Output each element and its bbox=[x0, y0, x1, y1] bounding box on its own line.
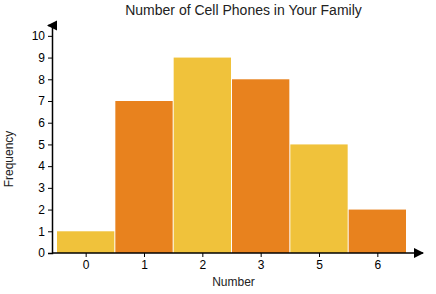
y-tick: 6 bbox=[38, 116, 52, 130]
y-tick: 8 bbox=[38, 73, 52, 87]
x-axis-title: Number bbox=[212, 275, 255, 289]
title: Number of Cell Phones in Your Family bbox=[125, 2, 362, 18]
y-tick: 3 bbox=[38, 181, 52, 195]
y-axis: 0 1 2 3 4 5 6 7 8 9 10 bbox=[32, 26, 53, 261]
bar bbox=[232, 79, 289, 253]
y-tick-label: 9 bbox=[38, 51, 45, 65]
x-axis-line bbox=[52, 252, 423, 254]
bars bbox=[57, 58, 406, 253]
y-tick: 10 bbox=[32, 29, 52, 43]
bar bbox=[290, 144, 347, 253]
y-tick-label: 6 bbox=[38, 116, 45, 130]
y-tick-mark bbox=[48, 231, 52, 232]
y-tick: 1 bbox=[38, 225, 52, 239]
x-tick: 1 bbox=[141, 253, 148, 272]
y-tick: 0 bbox=[38, 246, 52, 260]
y-tick: 7 bbox=[38, 94, 52, 108]
y-tick-label: 10 bbox=[32, 29, 46, 43]
bar bbox=[57, 231, 114, 253]
y-tick-mark bbox=[48, 79, 52, 80]
x-tick: 0 bbox=[83, 253, 90, 272]
y-tick-mark bbox=[48, 166, 52, 167]
y-tick-mark bbox=[48, 210, 52, 211]
bar bbox=[349, 210, 406, 253]
y-tick-label: 5 bbox=[38, 138, 45, 152]
y-tick-mark bbox=[48, 36, 52, 37]
y-tick-mark bbox=[48, 58, 52, 59]
y-tick: 9 bbox=[38, 51, 52, 65]
y-tick-mark bbox=[48, 144, 52, 145]
chart: 0 1 2 3 4 5 6 7 8 9 10 0 1 2 3 5 6 Number of Cell Phones … bbox=[0, 0, 436, 294]
y-tick-label: 3 bbox=[38, 181, 45, 195]
x-axis: 0 1 2 3 5 6 bbox=[52, 253, 423, 272]
bar bbox=[115, 101, 172, 253]
bar bbox=[174, 58, 231, 253]
x-tick: 6 bbox=[374, 253, 381, 272]
x-tick: 3 bbox=[258, 253, 265, 272]
y-tick-mark bbox=[48, 123, 52, 124]
x-tick-label: 2 bbox=[199, 258, 206, 272]
y-axis-line bbox=[48, 26, 53, 254]
x-tick: 2 bbox=[199, 253, 206, 272]
x-tick-label: 6 bbox=[374, 258, 381, 272]
y-tick-label: 2 bbox=[38, 203, 45, 217]
y-tick-label: 1 bbox=[38, 225, 45, 239]
y-tick: 4 bbox=[38, 159, 52, 173]
y-tick-mark bbox=[48, 101, 52, 102]
x-tick-label: 0 bbox=[83, 258, 90, 272]
y-tick-label: 7 bbox=[38, 94, 45, 108]
y-tick-label: 0 bbox=[38, 246, 45, 260]
y-tick-mark bbox=[48, 188, 52, 189]
x-tick: 5 bbox=[316, 253, 323, 272]
x-tick-label: 1 bbox=[141, 258, 148, 272]
x-tick-label: 5 bbox=[316, 258, 323, 272]
y-tick-mark bbox=[48, 253, 52, 254]
y-tick-label: 4 bbox=[38, 159, 45, 173]
y-tick: 5 bbox=[38, 138, 52, 152]
x-tick-label: 3 bbox=[258, 258, 265, 272]
y-tick-label: 8 bbox=[38, 73, 45, 87]
y-axis-title: Frequency bbox=[2, 131, 16, 188]
y-tick: 2 bbox=[38, 203, 52, 217]
